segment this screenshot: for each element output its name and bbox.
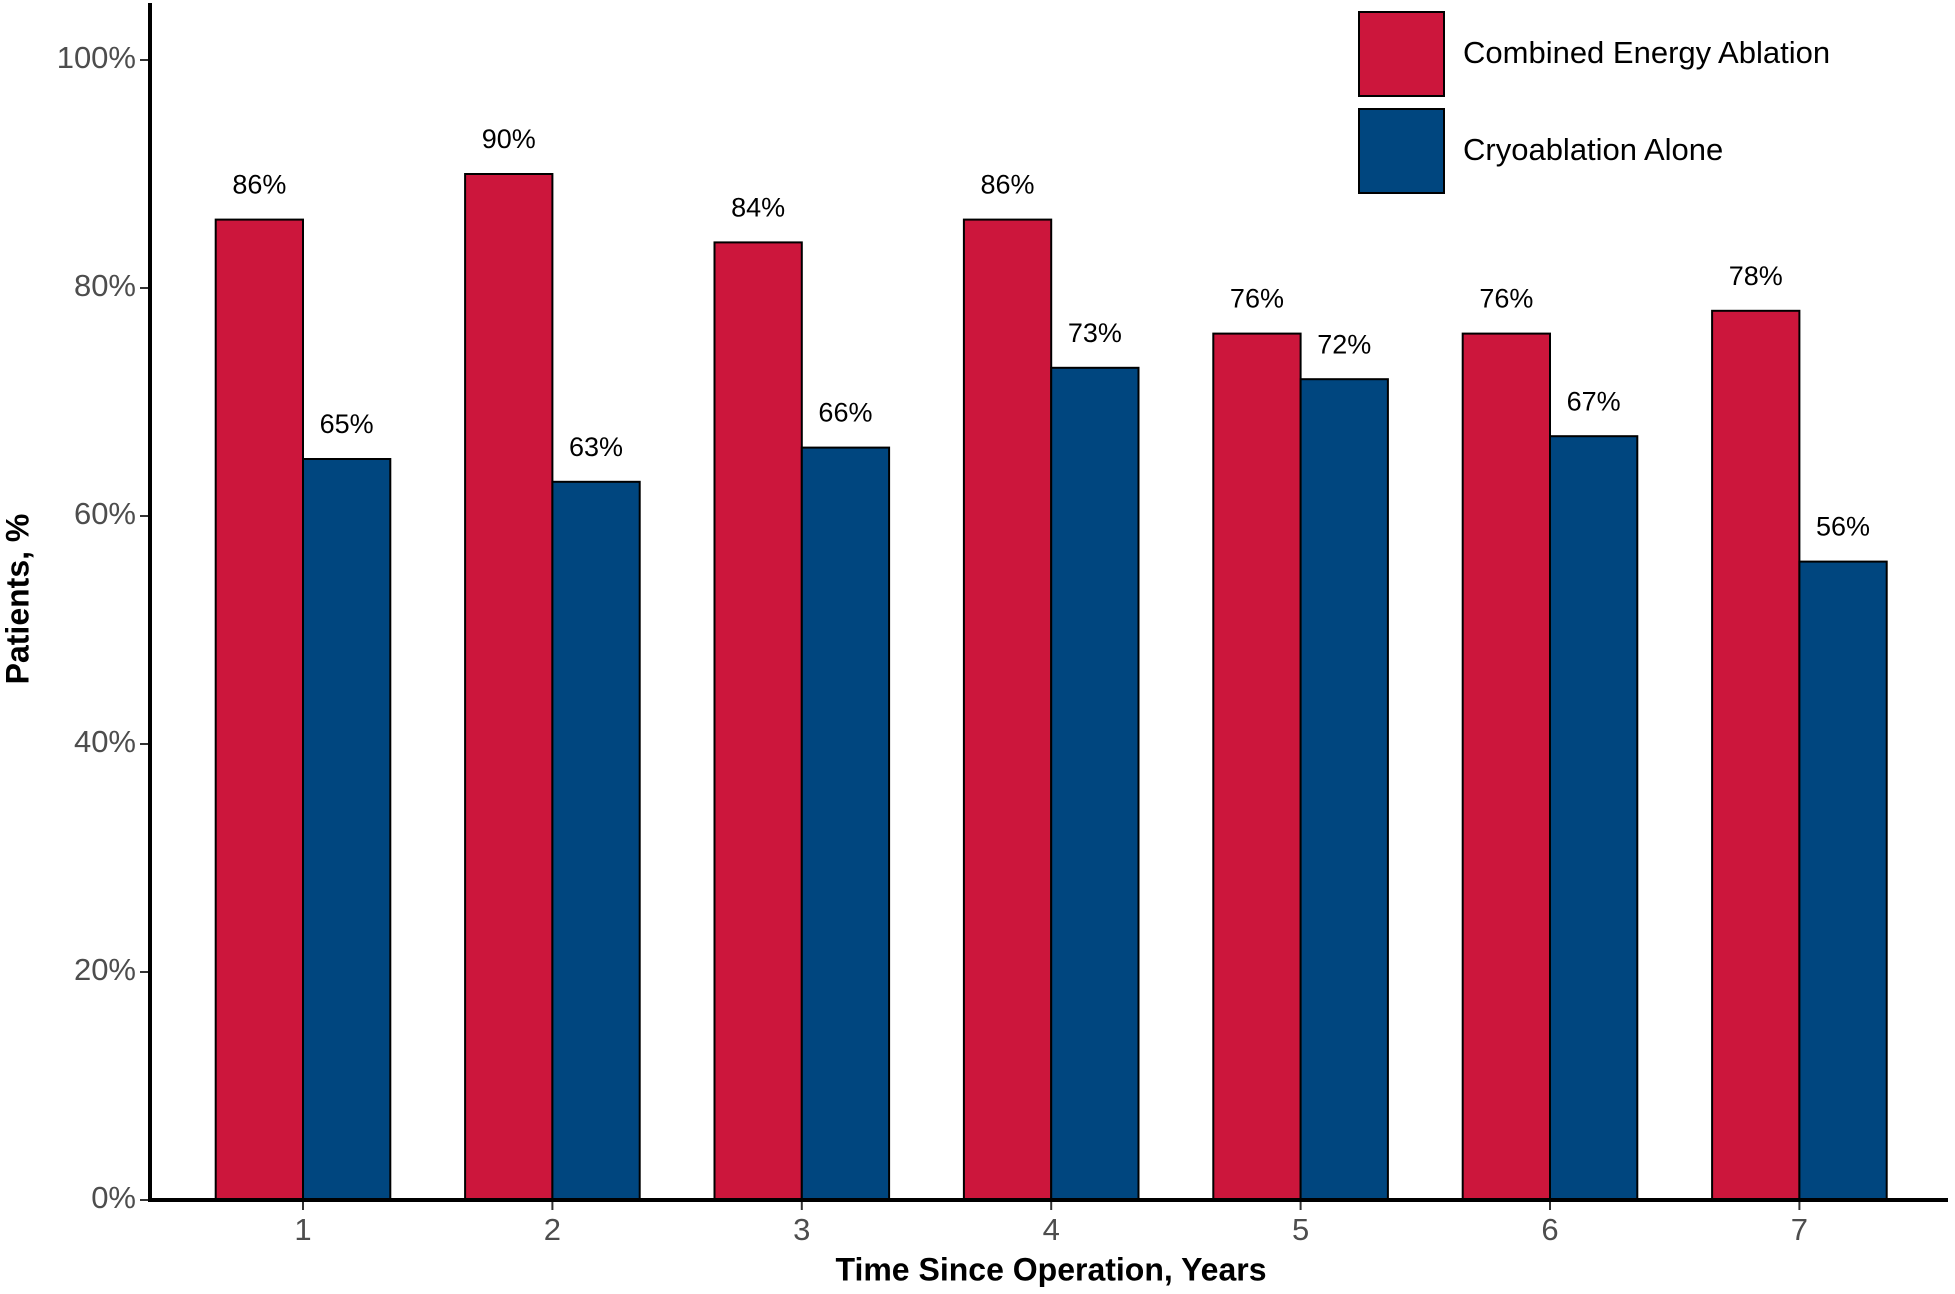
value-label: 67% bbox=[1567, 386, 1621, 416]
value-label: 76% bbox=[1230, 284, 1284, 314]
value-label: 76% bbox=[1479, 284, 1533, 314]
y-tick-label: 20% bbox=[74, 952, 136, 987]
bar bbox=[1549, 435, 1639, 1201]
x-tick-label: 6 bbox=[1541, 1212, 1558, 1247]
x-tick-label: 7 bbox=[1791, 1212, 1808, 1247]
bar bbox=[1212, 332, 1302, 1202]
bar bbox=[214, 218, 304, 1202]
bar bbox=[962, 218, 1053, 1202]
bar bbox=[1798, 560, 1888, 1201]
y-tick-label: 100% bbox=[57, 40, 136, 75]
legend-swatch bbox=[1358, 108, 1445, 194]
bar bbox=[551, 480, 641, 1201]
x-tick-label: 2 bbox=[544, 1212, 561, 1247]
bar bbox=[1711, 309, 1801, 1201]
bar bbox=[302, 458, 392, 1201]
bar bbox=[464, 173, 554, 1201]
legend-swatch bbox=[1358, 11, 1445, 97]
value-label: 86% bbox=[981, 170, 1035, 200]
bar bbox=[1461, 332, 1551, 1202]
bar bbox=[1050, 366, 1140, 1201]
legend-label: Combined Energy Ablation bbox=[1463, 35, 1830, 70]
x-tick-label: 5 bbox=[1292, 1212, 1309, 1247]
y-tick-label: 60% bbox=[74, 496, 136, 531]
x-tick-label: 3 bbox=[793, 1212, 810, 1247]
bar bbox=[800, 446, 891, 1202]
value-label: 65% bbox=[320, 409, 374, 439]
x-tick-label: 1 bbox=[294, 1212, 311, 1247]
value-label: 73% bbox=[1068, 318, 1122, 348]
bar bbox=[713, 241, 803, 1201]
value-label: 78% bbox=[1729, 261, 1783, 291]
value-label: 63% bbox=[569, 432, 623, 462]
value-label: 84% bbox=[731, 193, 785, 223]
value-label: 72% bbox=[1317, 329, 1371, 359]
legend-label: Cryoablation Alone bbox=[1463, 132, 1723, 167]
value-label: 86% bbox=[232, 170, 286, 200]
value-label: 90% bbox=[482, 124, 536, 154]
value-label: 56% bbox=[1816, 512, 1870, 542]
x-axis-title: Time Since Operation, Years bbox=[835, 1251, 1266, 1287]
value-label: 66% bbox=[818, 398, 872, 428]
y-tick-label: 0% bbox=[91, 1180, 136, 1215]
bar bbox=[1299, 378, 1389, 1201]
y-tick-label: 80% bbox=[74, 268, 136, 303]
y-axis-title: Patients, % bbox=[0, 514, 35, 685]
y-tick-label: 40% bbox=[74, 724, 136, 759]
x-tick-label: 4 bbox=[1043, 1212, 1060, 1247]
